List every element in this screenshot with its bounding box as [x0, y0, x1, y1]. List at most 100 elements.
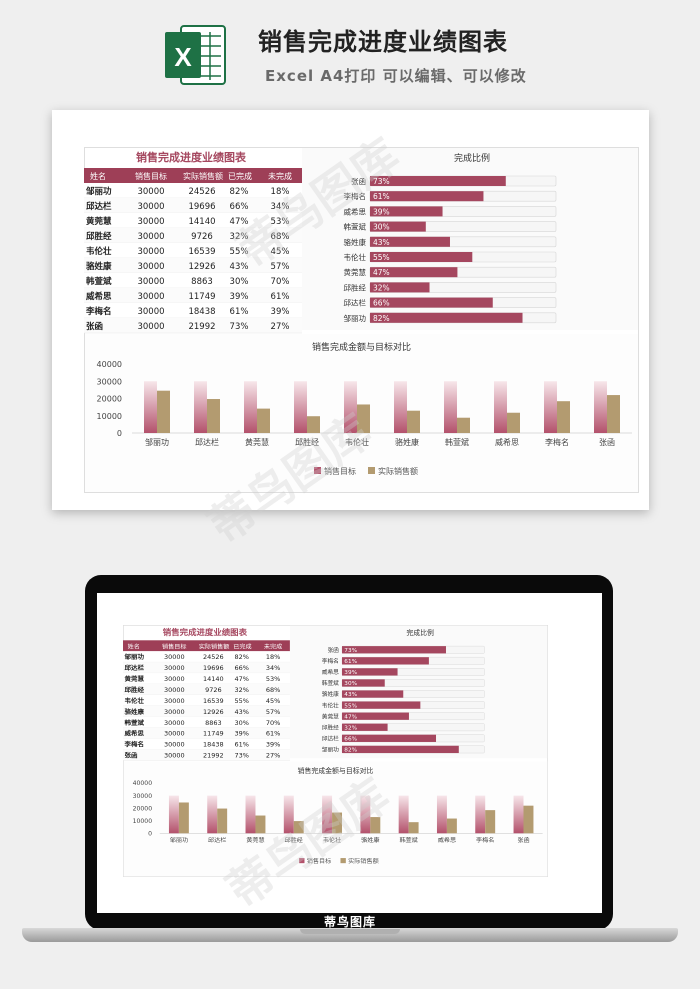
table-row — [84, 273, 302, 288]
table-cell: 55% — [234, 698, 248, 705]
table-cell: 30000 — [137, 217, 164, 227]
table-cell: 11749 — [203, 731, 224, 738]
table-cell: 68% — [266, 687, 280, 694]
table-cell: 61% — [234, 742, 248, 749]
ratio-chart-category-label: 黄莞慧 — [322, 713, 340, 721]
table-cell: 61% — [271, 292, 290, 302]
table-cell: 19696 — [203, 665, 224, 672]
table-cell: 47% — [234, 676, 248, 683]
laptop-base — [22, 928, 678, 942]
column-chart-category-label: 韦伦壮 — [345, 437, 369, 447]
ratio-bar — [342, 723, 388, 731]
ratio-chart-category-label: 张函 — [327, 646, 339, 654]
target-bar — [344, 381, 357, 433]
table-cell: 21992 — [203, 753, 224, 760]
table-cell: 12926 — [203, 709, 224, 716]
table-cell: 43% — [234, 709, 248, 716]
table-cell: 70% — [266, 720, 280, 727]
table-cell: 55% — [230, 247, 249, 257]
table-cell: 16539 — [203, 698, 224, 705]
ratio-chart-category-label: 骆姓康 — [322, 690, 340, 698]
actual-bar — [446, 818, 457, 834]
ratio-bar — [370, 312, 523, 323]
column-chart-title: 销售完成金额与目标对比 — [312, 341, 411, 353]
ratio-bar-label: 32% — [344, 726, 357, 732]
ratio-bar-label: 30% — [344, 681, 357, 687]
table-row — [84, 318, 302, 333]
table-row — [123, 694, 290, 706]
table-cell: 8863 — [191, 277, 213, 287]
target-bar — [444, 381, 457, 433]
actual-bar — [332, 812, 343, 834]
table-row — [84, 228, 302, 243]
table-cell: 30000 — [137, 277, 164, 287]
column-chart-category-label: 黄莞慧 — [245, 437, 269, 447]
column-chart-ytick: 20000 — [133, 805, 153, 812]
column-chart-ytick: 20000 — [97, 395, 122, 404]
ratio-chart-category-label: 骆姓康 — [344, 237, 367, 247]
actual-bar — [485, 810, 496, 834]
table-cell: 32% — [234, 687, 248, 694]
table-cell: 9726 — [205, 687, 222, 694]
table-name-cell: 张函 — [86, 322, 103, 332]
ratio-bar — [370, 282, 430, 293]
table-cell: 30000 — [164, 698, 185, 705]
legend-label-actual: 实际销售额 — [348, 857, 379, 865]
column-chart-category-label: 张函 — [517, 836, 529, 844]
actual-bar — [217, 808, 228, 834]
column-chart-category-label: 邹丽功 — [170, 836, 188, 844]
table-name-cell: 骆姓康 — [86, 261, 112, 272]
target-bar — [475, 795, 486, 834]
column-chart-ytick: 30000 — [97, 377, 122, 386]
target-bar — [436, 795, 447, 834]
ratio-bar — [342, 745, 459, 754]
ratio-bar — [370, 221, 426, 232]
ratio-bar — [370, 191, 484, 202]
table-header-cell: 实际销售额 — [183, 171, 223, 181]
table-cell: 53% — [266, 676, 280, 683]
ratio-bar — [342, 646, 446, 654]
table-cell: 18438 — [188, 307, 215, 317]
ratio-bar — [370, 176, 506, 186]
column-chart-category-label: 邱胜经 — [285, 836, 303, 844]
ratio-bar-label: 43% — [373, 238, 390, 247]
actual-bar — [257, 408, 270, 433]
column-chart-ytick: 40000 — [133, 780, 153, 787]
column-chart-category-label: 邱达栏 — [195, 437, 219, 447]
table-name-cell: 邱胜经 — [86, 231, 112, 242]
table-header-cell: 销售目标 — [135, 171, 167, 181]
target-bar — [394, 381, 407, 433]
table-name-cell: 韦伦壮 — [86, 246, 112, 257]
table-cell: 24526 — [203, 654, 224, 661]
table-row — [123, 727, 290, 739]
table-cell: 43% — [230, 262, 249, 272]
ratio-bar-label: 66% — [373, 299, 390, 308]
laptop-spreadsheet-preview: 销售完成进度业绩图表 姓名 销售目标 实际销售额 已完成 未完成 邹丽功 30000 24526… — [123, 625, 548, 877]
table-cell: 39% — [230, 292, 249, 302]
table-name-cell: 张函 — [125, 751, 138, 760]
table-row — [84, 198, 302, 213]
table-cell: 57% — [266, 709, 280, 716]
ratio-bar — [342, 701, 421, 709]
table-cell: 27% — [271, 322, 290, 332]
actual-bar — [357, 404, 370, 433]
column-chart-category-label: 邱胜经 — [295, 437, 319, 447]
legend-swatch-target — [299, 858, 305, 864]
table-name-cell: 骆姓康 — [125, 707, 145, 716]
ratio-bar — [342, 690, 404, 698]
table-name-cell: 威希思 — [85, 291, 112, 302]
column-chart-title: 销售完成金额与目标对比 — [298, 766, 374, 775]
actual-bar — [507, 412, 520, 433]
table-cell: 53% — [271, 217, 290, 227]
target-bar — [398, 795, 409, 834]
table-cell: 30000 — [137, 247, 164, 257]
ratio-bar — [370, 236, 450, 247]
ratio-chart-category-label: 黄莞慧 — [344, 267, 367, 277]
ratio-bar — [370, 206, 443, 217]
target-bar — [207, 795, 218, 834]
ratio-chart-category-label: 邹丽功 — [344, 313, 367, 323]
table-header-cell: 未完成 — [264, 642, 282, 650]
table-cell: 21992 — [188, 322, 215, 332]
actual-bar — [255, 815, 266, 834]
